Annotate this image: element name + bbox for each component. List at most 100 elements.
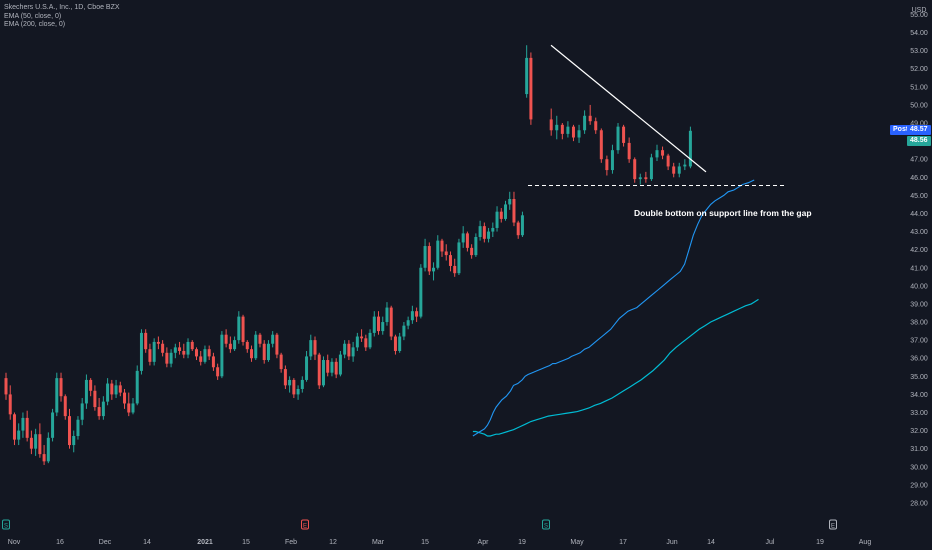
- candle-body: [549, 119, 553, 131]
- chart-legend: Skechers U.S.A., Inc., 1D, Cboe BZX EMA …: [4, 4, 120, 30]
- time-tick-label: Apr: [478, 539, 490, 546]
- candle-body: [525, 57, 529, 95]
- price-tick-label: 44.00: [910, 211, 928, 218]
- price-tick-label: 47.00: [910, 157, 928, 164]
- symbol-title[interactable]: Skechers U.S.A., Inc., 1D, Cboe BZX: [4, 4, 120, 11]
- candle-body: [51, 412, 55, 438]
- candle-body: [334, 361, 338, 375]
- event-marker-label: E: [831, 524, 835, 530]
- candle-body: [520, 215, 524, 236]
- candle-body: [38, 434, 42, 455]
- price-tick-label: 29.00: [910, 482, 928, 489]
- candle-body: [688, 130, 692, 167]
- time-tick-label: 2021: [197, 539, 213, 546]
- candle-body: [661, 150, 665, 156]
- time-tick-label: 16: [56, 539, 64, 546]
- candle-body: [123, 392, 127, 404]
- candle-body: [114, 385, 118, 395]
- candle-body: [245, 341, 249, 350]
- candle-body: [266, 343, 270, 361]
- price-tick-label: 35.00: [910, 374, 928, 381]
- candle-body: [207, 349, 211, 357]
- ema200-line: [472, 298, 759, 437]
- resistance-trendline: [550, 44, 707, 173]
- candle-body: [67, 416, 71, 446]
- time-tick-label: 17: [619, 539, 627, 546]
- candle-body: [93, 390, 97, 408]
- candle-body: [448, 255, 452, 266]
- candle-body: [21, 417, 25, 431]
- candle-body: [250, 349, 254, 359]
- candle-body: [330, 361, 334, 373]
- candle-body: [419, 267, 423, 317]
- candle-body: [504, 204, 508, 219]
- candle-body: [461, 233, 465, 243]
- time-tick-label: 12: [329, 539, 337, 546]
- candle-body: [377, 316, 381, 332]
- price-tick-label: 55.00: [910, 12, 928, 19]
- candle-body: [262, 343, 266, 361]
- ema200-label[interactable]: EMA (200, close, 0): [4, 21, 66, 28]
- candle-body: [271, 334, 275, 344]
- candle-body: [644, 177, 648, 180]
- candle-body: [317, 354, 321, 386]
- price-tick-label: 40.00: [910, 283, 928, 290]
- candle-body: [305, 356, 309, 380]
- candle-body: [415, 311, 419, 317]
- candle-body: [97, 407, 101, 417]
- candle-body: [4, 378, 8, 395]
- candle-body: [186, 341, 190, 355]
- candle-body: [135, 370, 139, 404]
- candle-body: [616, 126, 620, 151]
- candle-body: [182, 350, 186, 355]
- candle-body: [622, 126, 626, 143]
- candle-body: [368, 332, 372, 348]
- candle-body: [605, 159, 609, 171]
- candle-body: [161, 343, 165, 353]
- candle-body: [571, 126, 575, 138]
- candle-body: [42, 454, 46, 462]
- candle-body: [649, 157, 653, 180]
- candle-body: [59, 378, 63, 397]
- price-axis[interactable]: 28.00 29.00 30.00 31.00 32.00 33.00 34.00 35.00…: [910, 12, 928, 507]
- candle-body: [470, 247, 474, 256]
- candle-body: [347, 343, 351, 357]
- ema50-label[interactable]: EMA (50, close, 0): [4, 12, 62, 20]
- trend-drawings[interactable]: [528, 44, 784, 186]
- candle-body: [224, 334, 228, 344]
- candle-body: [292, 379, 296, 395]
- chart-annotation: Double bottom on support line from the g…: [634, 208, 812, 218]
- candle-body: [508, 199, 512, 205]
- candle-body: [178, 347, 182, 351]
- candle-body: [355, 336, 359, 348]
- candle-body: [300, 379, 304, 389]
- candle-body: [343, 343, 347, 355]
- time-tick-label: 19: [816, 539, 824, 546]
- candle-body: [34, 434, 38, 449]
- candle-body: [148, 349, 152, 362]
- candle-body: [29, 437, 33, 449]
- time-tick-label: Aug: [859, 539, 872, 546]
- candle-body: [487, 231, 491, 239]
- candle-body: [588, 115, 592, 122]
- time-tick-label: 14: [707, 539, 715, 546]
- price-tick-label: 53.00: [910, 48, 928, 55]
- price-tick-label: 52.00: [910, 66, 928, 73]
- candle-body: [406, 320, 410, 326]
- price-tick-label: 39.00: [910, 301, 928, 308]
- price-tick-label: 33.00: [910, 410, 928, 417]
- price-tick-label: 38.00: [910, 320, 928, 327]
- candle-body: [465, 233, 469, 248]
- candle-body: [169, 352, 173, 364]
- candle-body: [599, 130, 603, 160]
- candle-body: [372, 316, 376, 333]
- candle-body: [127, 403, 131, 413]
- candle-body: [165, 352, 169, 364]
- price-tick-label: 49.00: [910, 121, 928, 128]
- candle-body: [436, 240, 440, 268]
- time-axis[interactable]: Nov 16 Dec 14 2021 15 Feb 12 Mar 15 Apr 19 May 17 Jun 1…: [8, 539, 872, 546]
- candle-body: [398, 336, 402, 351]
- event-marker-label: S: [544, 524, 548, 530]
